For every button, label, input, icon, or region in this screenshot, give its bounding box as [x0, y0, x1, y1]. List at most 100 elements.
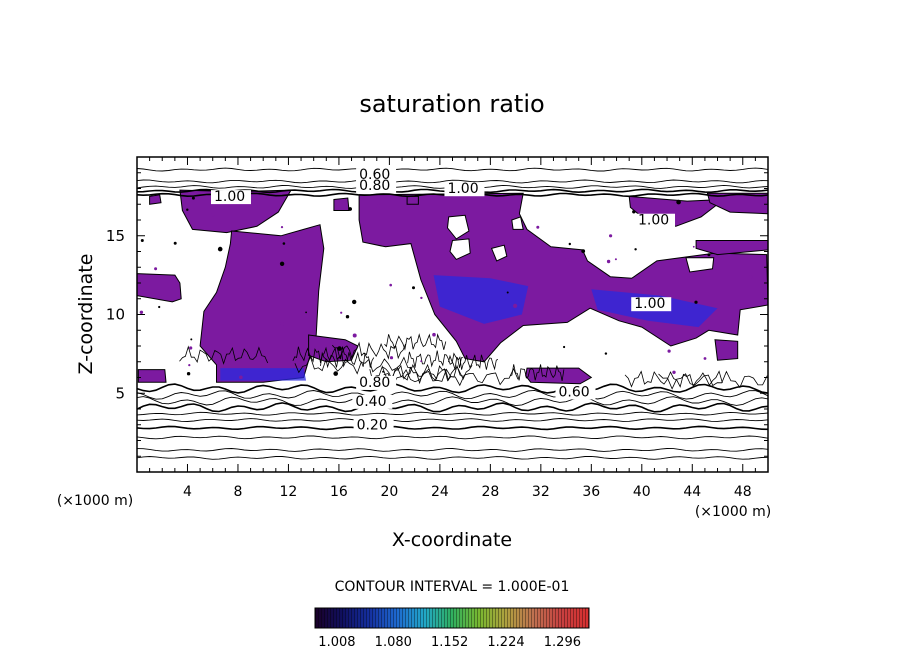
contour-speck: [158, 305, 161, 309]
contour-speck: [282, 242, 286, 245]
x-tick-label: 16: [330, 484, 348, 500]
x-tick-label: 12: [280, 484, 298, 500]
x-tick-label: 40: [633, 484, 651, 500]
contour-speck: [707, 253, 711, 257]
contour-label-bg: [555, 385, 596, 400]
contour-line: [137, 425, 768, 431]
contour-line: [137, 396, 768, 407]
contour-speck: [280, 226, 284, 229]
contour-speck: [239, 375, 243, 380]
contour-speck: [389, 283, 393, 287]
contour-label-bg: [210, 190, 251, 205]
colorbar-tick-label: 1.080: [375, 635, 412, 650]
x-tick-label: 32: [532, 484, 550, 500]
region-right-mid-band: [695, 240, 768, 256]
x-unit-label: (×1000 m): [695, 504, 771, 520]
plot-area: 0.600.801.00 1.001.001.000.800.600.400.20: [136, 156, 769, 473]
contour-label: 0.60: [359, 167, 390, 183]
contour-line: [624, 370, 723, 388]
x-tick-label: 8: [233, 484, 242, 500]
contour-speck: [563, 345, 566, 349]
axis-ticks: [137, 157, 768, 472]
region-blue-rim-0: [220, 368, 307, 381]
contour-speck: [312, 288, 315, 290]
small-contour-specks: [139, 196, 768, 390]
contour-speck: [189, 346, 193, 350]
contour-line: [509, 364, 565, 382]
clear-hole-c: [511, 216, 524, 230]
region-west-column: [199, 224, 325, 383]
contour-speck: [154, 267, 158, 271]
colorbar-tick-label: 1.296: [544, 635, 581, 650]
contour-speck: [609, 234, 613, 238]
x-tick-label: 28: [481, 484, 499, 500]
contour-line: [137, 411, 768, 416]
contour-label-bg: [444, 182, 485, 197]
colorbar-tick-label: 1.224: [487, 635, 524, 650]
y-tick-label: 5: [115, 384, 125, 402]
contour-speck: [211, 212, 215, 217]
contour-label: 1.00: [447, 181, 478, 197]
contour-labels: 0.600.801.00 1.001.001.000.800.600.400.20: [210, 167, 676, 433]
contour-line: [332, 341, 406, 360]
x-tick-labels: 4 8 12 16 20 24 28 32 36 40 44 48: [183, 484, 752, 500]
contour-speck: [186, 208, 189, 211]
contour-speck: [279, 261, 285, 266]
contour-speck: [703, 357, 707, 360]
contour-speck: [340, 311, 343, 314]
contour-line: [384, 333, 447, 351]
contour-label-bg: [631, 297, 672, 312]
contour-label: 1.00: [638, 213, 669, 229]
contour-label: 1.00: [634, 296, 665, 312]
contour-speck: [352, 299, 357, 305]
contour-speck: [507, 201, 510, 204]
contour-speck: [382, 370, 385, 373]
region-low-left-patch: [137, 369, 167, 383]
region-west-edge-band: [137, 273, 182, 303]
colorbar: 1.008 1.080 1.152 1.224 1.296: [314, 607, 590, 650]
contour-speck: [280, 321, 285, 326]
region-x16-top-patch: [333, 197, 350, 211]
contour-line: [137, 389, 768, 400]
contour-speck: [429, 196, 434, 201]
contour-line: [369, 364, 464, 385]
contour-speck: [337, 346, 342, 351]
contour-line: [448, 354, 499, 371]
contour-speck: [676, 199, 681, 205]
contour-speck: [513, 303, 518, 308]
region-top-small-patch: [149, 194, 162, 205]
contour-speck: [140, 239, 144, 242]
colorbar-labels: 1.008 1.080 1.152 1.224 1.296: [318, 635, 581, 650]
contour-speck: [749, 275, 753, 279]
x-tick-label: 24: [431, 484, 449, 500]
contour-line: [137, 179, 768, 184]
contour-speck: [694, 300, 698, 304]
contour-speck: [412, 286, 415, 290]
contour-line: [294, 356, 412, 375]
contour-speck: [217, 246, 223, 252]
contour-label: 0.40: [355, 394, 386, 410]
contour-speck: [173, 241, 177, 245]
contour-line: [137, 418, 768, 422]
x-tick-label: 20: [380, 484, 398, 500]
y-tick-label: 10: [106, 306, 125, 324]
contour-interval-text: CONTOUR INTERVAL = 1.000E-01: [335, 579, 570, 595]
contour-speck: [186, 372, 191, 376]
contour-line: [137, 435, 768, 440]
contour-line: [407, 350, 464, 368]
contour-speck: [606, 259, 611, 264]
contour-label: 0.20: [357, 417, 388, 433]
contour-speck: [420, 296, 423, 300]
contour-speck: [667, 349, 671, 353]
contour-line: [137, 402, 768, 413]
region-x22-top-patch: [406, 195, 419, 205]
contour-speck: [191, 196, 195, 200]
contour-speck: [568, 242, 571, 246]
contour-line: [137, 167, 768, 172]
contour-label: 0.80: [359, 375, 390, 391]
y-tick-labels: 5 10 15: [106, 227, 125, 403]
contour-speck: [188, 364, 191, 367]
colorbar-tick-label: 1.008: [318, 635, 355, 650]
clear-hole-a: [446, 214, 470, 240]
